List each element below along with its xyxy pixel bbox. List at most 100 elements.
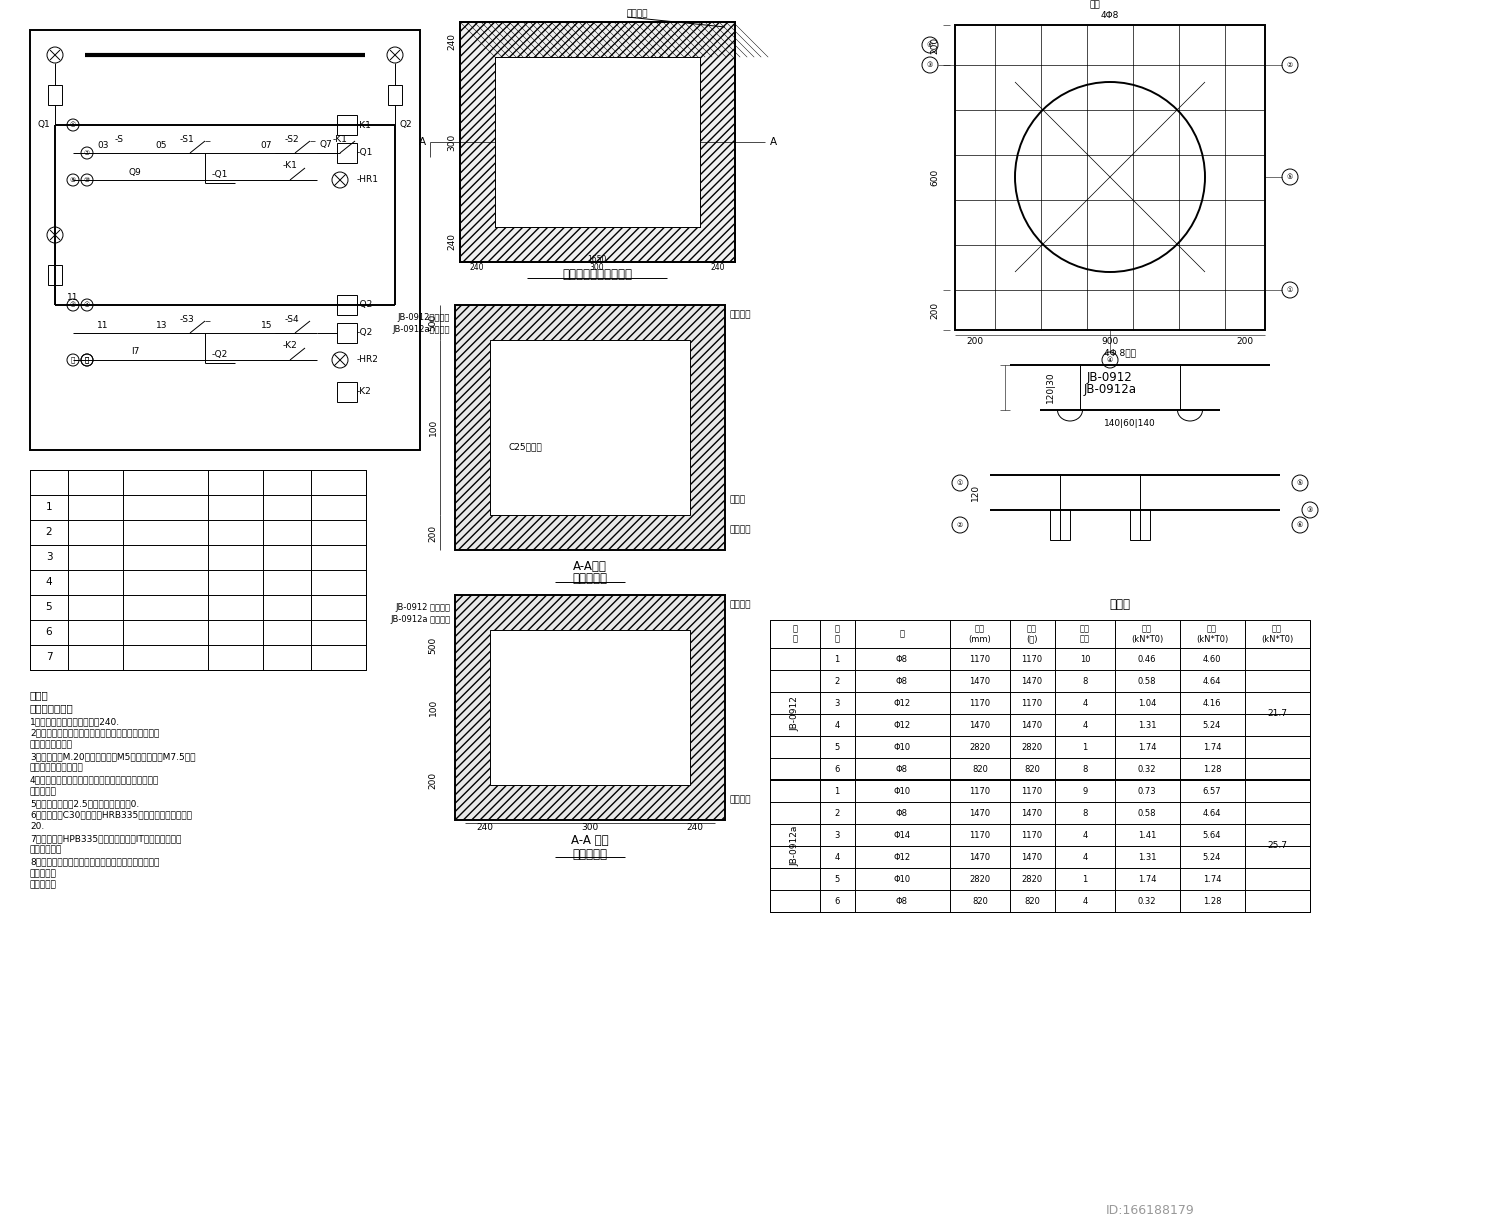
- Text: -K1: -K1: [357, 120, 372, 130]
- Text: 5: 5: [834, 875, 840, 883]
- Text: 11: 11: [67, 292, 79, 302]
- Bar: [460, 22, 736, 263]
- Text: 情况下浇。: 情况下浇。: [30, 881, 57, 890]
- Text: Φ10: Φ10: [894, 742, 910, 751]
- Text: 1470: 1470: [969, 720, 991, 730]
- Text: 1170: 1170: [969, 787, 991, 795]
- Text: 0.58: 0.58: [1138, 676, 1156, 686]
- Text: -Q1: -Q1: [357, 148, 374, 157]
- Text: 重量
(kN*T0): 重量 (kN*T0): [1130, 625, 1163, 644]
- Text: 编
号: 编 号: [792, 625, 797, 644]
- Text: 手孔盖板: 手孔盖板: [730, 600, 752, 610]
- Text: 钢筋表: 钢筋表: [1109, 599, 1130, 611]
- Text: Q2: Q2: [401, 120, 413, 130]
- Text: -Q2: -Q2: [357, 301, 374, 309]
- Text: 长度
(mm): 长度 (mm): [969, 625, 991, 644]
- Text: 8: 8: [1082, 809, 1088, 817]
- Text: 4.16: 4.16: [1203, 698, 1221, 708]
- Text: 1170: 1170: [1021, 654, 1042, 664]
- Text: Φ8: Φ8: [896, 676, 907, 686]
- Text: 汽车）水泥砂浆砌筑。: 汽车）水泥砂浆砌筑。: [30, 763, 84, 773]
- Text: 1.74: 1.74: [1138, 742, 1156, 751]
- Text: 1470: 1470: [1021, 853, 1042, 861]
- Text: 3: 3: [46, 552, 52, 562]
- Bar: [490, 629, 691, 785]
- Text: 820: 820: [972, 897, 988, 906]
- Bar: [565, 417, 614, 467]
- Text: 2820: 2820: [969, 875, 991, 883]
- Text: ①: ①: [70, 121, 76, 128]
- Text: 1170: 1170: [1021, 787, 1042, 795]
- Text: ④: ④: [84, 302, 90, 308]
- Text: ⑤: ⑤: [1287, 174, 1293, 180]
- Text: JB-0912a用于窄车: JB-0912a用于窄车: [393, 324, 450, 334]
- Text: A: A: [419, 137, 426, 147]
- Text: JB-0912 用于宽车: JB-0912 用于宽车: [395, 602, 450, 611]
- Text: 140|60|140: 140|60|140: [1105, 418, 1156, 427]
- Text: 240: 240: [447, 33, 456, 50]
- Text: 1.31: 1.31: [1138, 720, 1156, 730]
- Text: 4: 4: [46, 577, 52, 587]
- Text: 手孔盖板: 手孔盖板: [730, 310, 752, 319]
- Bar: [454, 595, 725, 820]
- Text: 200: 200: [930, 37, 939, 54]
- Bar: [1049, 510, 1070, 540]
- Text: 一、手孔井说明: 一、手孔井说明: [30, 703, 73, 713]
- Text: 或三通型。: 或三通型。: [30, 788, 57, 796]
- Text: 搭接
长度: 搭接 长度: [1079, 625, 1090, 644]
- Text: -HR2: -HR2: [357, 356, 378, 364]
- Text: 6: 6: [834, 764, 840, 773]
- Text: 3: 3: [834, 831, 840, 839]
- Text: 2820: 2820: [1021, 875, 1042, 883]
- Text: 1、本次设计手孔井壁厚度为240.: 1、本次设计手孔井壁厚度为240.: [30, 717, 120, 726]
- Text: 1.31: 1.31: [1138, 853, 1156, 861]
- Text: 1.74: 1.74: [1203, 742, 1221, 751]
- Text: 6: 6: [834, 897, 840, 906]
- Text: 900: 900: [1102, 337, 1118, 346]
- Text: JB-0912a 用于窄车: JB-0912a 用于窄车: [390, 615, 450, 623]
- Text: 4: 4: [834, 720, 840, 730]
- Text: 5.24: 5.24: [1203, 720, 1221, 730]
- Text: 3: 3: [834, 698, 840, 708]
- Text: 0.73: 0.73: [1138, 787, 1156, 795]
- Text: 1: 1: [1082, 742, 1088, 751]
- Text: -Q2: -Q2: [357, 329, 374, 337]
- Text: 小型电缆手孔井平面图: 小型电缆手孔井平面图: [562, 267, 632, 281]
- Text: Φ8: Φ8: [896, 897, 907, 906]
- Text: Q7: Q7: [320, 141, 333, 150]
- Text: 1470: 1470: [969, 853, 991, 861]
- Text: 序
号: 序 号: [834, 625, 840, 644]
- Text: 4: 4: [1082, 698, 1088, 708]
- Text: 200: 200: [930, 302, 939, 319]
- Text: 2820: 2820: [1021, 742, 1042, 751]
- Text: 0.58: 0.58: [1138, 809, 1156, 817]
- Bar: [565, 692, 614, 742]
- Text: 数量
(根): 数量 (根): [1026, 625, 1038, 644]
- Text: 0.32: 0.32: [1138, 897, 1156, 906]
- Bar: [770, 620, 1310, 912]
- Text: 100: 100: [429, 418, 438, 436]
- Text: 25.7: 25.7: [1266, 842, 1287, 850]
- Text: 混凝土: 混凝土: [730, 496, 746, 504]
- Text: JB-0912: JB-0912: [1087, 372, 1133, 384]
- Text: 5: 5: [834, 742, 840, 751]
- Text: 240: 240: [710, 263, 725, 271]
- Text: 4.60: 4.60: [1203, 654, 1221, 664]
- Text: ⑨: ⑨: [70, 177, 76, 183]
- Bar: [490, 340, 691, 515]
- Text: 600: 600: [930, 168, 939, 185]
- Text: 03: 03: [97, 141, 109, 150]
- Text: 2820: 2820: [969, 742, 991, 751]
- Text: 0.32: 0.32: [1138, 764, 1156, 773]
- Text: ②: ②: [84, 150, 90, 156]
- Text: 820: 820: [972, 764, 988, 773]
- Text: -S2: -S2: [284, 135, 299, 144]
- Text: Φ12: Φ12: [894, 853, 910, 861]
- Text: 碎石垫层: 碎石垫层: [730, 525, 752, 535]
- Text: 5: 5: [46, 602, 52, 612]
- Text: 1.04: 1.04: [1138, 698, 1156, 708]
- Text: 6、盖板采用C30成板上，HRB335钢筋，箍筋保护层厚为: 6、盖板采用C30成板上，HRB335钢筋，箍筋保护层厚为: [30, 811, 191, 820]
- Text: A-A剖面: A-A剖面: [573, 560, 607, 573]
- Text: Φ14: Φ14: [894, 831, 910, 839]
- Text: 820: 820: [1024, 764, 1041, 773]
